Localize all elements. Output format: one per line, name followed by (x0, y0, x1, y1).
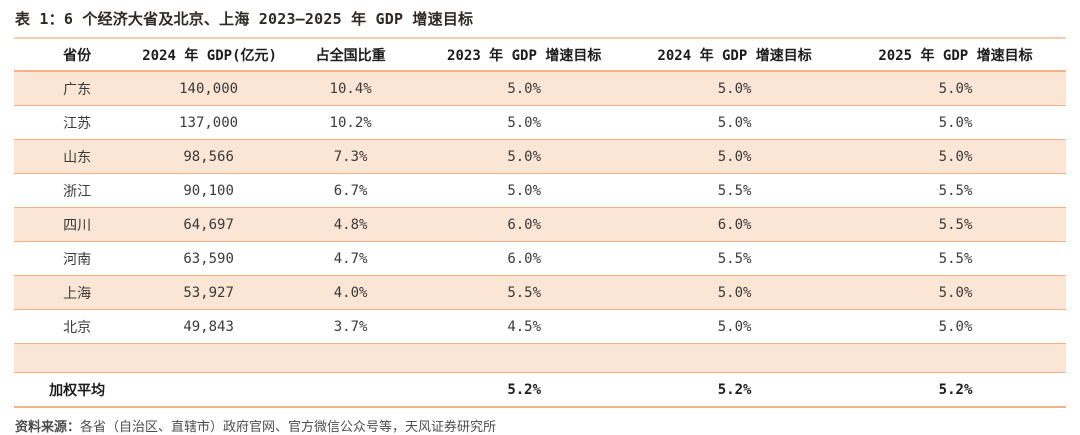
value-cell: 49,843 (140, 309, 277, 344)
value-cell: 5.0% (845, 139, 1066, 174)
value-cell: 4.8% (276, 207, 425, 242)
value-cell: 137,000 (140, 105, 277, 140)
column-header: 2025 年 GDP 增速目标 (845, 38, 1066, 72)
value-cell: 10.2% (276, 105, 425, 140)
gdp-table: 省份 2024 年 GDP(亿元) 占全国比重 2023 年 GDP 增速目标 2024… (14, 37, 1066, 408)
province-cell: 四川 (14, 207, 141, 242)
value-cell: 5.0% (845, 105, 1066, 140)
value-cell: 98,566 (140, 139, 277, 174)
value-cell: 6.0% (424, 207, 625, 242)
table-header: 省份 2024 年 GDP(亿元) 占全国比重 2023 年 GDP 增速目标 2024… (14, 38, 1066, 72)
table-row: 山东 98,566 7.3% 5.0% 5.0% 5.0% (14, 139, 1066, 174)
value-cell: 5.0% (624, 139, 846, 174)
spacer-row (14, 343, 1066, 373)
value-cell: 4.0% (276, 275, 425, 310)
value-cell: 63,590 (140, 241, 277, 276)
table-row: 河南 63,590 4.7% 6.0% 5.5% 5.5% (14, 241, 1066, 276)
value-cell: 5.0% (845, 309, 1066, 344)
value-cell: 5.0% (624, 275, 846, 310)
column-header: 2024 年 GDP 增速目标 (624, 38, 846, 72)
value-cell: 64,697 (140, 207, 277, 242)
source-label: 资料来源： (15, 420, 81, 435)
spacer-cell (14, 343, 1066, 373)
value-cell: 5.0% (424, 71, 625, 106)
value-cell: 3.7% (276, 309, 425, 344)
value-cell: 6.7% (276, 173, 425, 208)
source-text: 各省（自治区、直辖市）政府官网、官方微信公众号等，天风证券研究所 (80, 420, 497, 435)
value-cell: 140,000 (140, 71, 277, 106)
column-header: 2023 年 GDP 增速目标 (424, 38, 625, 72)
value-cell: 6.0% (624, 207, 846, 242)
value-cell: 10.4% (276, 71, 425, 106)
table-row: 四川 64,697 4.8% 6.0% 6.0% 5.5% (14, 207, 1066, 242)
table-row: 北京 49,843 3.7% 4.5% 5.0% 5.0% (14, 309, 1066, 344)
value-cell: 5.0% (845, 275, 1066, 310)
value-cell: 4.5% (424, 309, 625, 344)
header-row: 省份 2024 年 GDP(亿元) 占全国比重 2023 年 GDP 增速目标 2024… (14, 38, 1066, 72)
value-cell: 5.5% (845, 173, 1066, 208)
value-cell: 5.5% (624, 173, 846, 208)
value-cell: 5.0% (845, 71, 1066, 106)
value-cell: 5.0% (624, 71, 846, 106)
value-cell: 5.5% (624, 241, 846, 276)
value-cell: 5.0% (424, 139, 625, 174)
table-row: 上海 53,927 4.0% 5.5% 5.0% 5.0% (14, 275, 1066, 310)
province-cell: 河南 (14, 241, 141, 276)
value-cell: 5.5% (845, 241, 1066, 276)
province-cell: 山东 (14, 139, 141, 174)
table-row: 广东 140,000 10.4% 5.0% 5.0% 5.0% (14, 71, 1066, 106)
value-cell: 7.3% (276, 139, 425, 174)
value-cell: 5.0% (424, 173, 625, 208)
value-cell: 4.7% (276, 241, 425, 276)
province-cell: 广东 (14, 71, 141, 106)
value-cell: 90,100 (140, 173, 277, 208)
column-header: 省份 (14, 38, 141, 72)
province-cell: 江苏 (14, 105, 141, 140)
province-cell: 浙江 (14, 173, 141, 208)
value-cell: 6.0% (424, 241, 625, 276)
value-cell: 53,927 (140, 275, 277, 310)
source-note: 资料来源：各省（自治区、直辖市）政府官网、官方微信公众号等，天风证券研究所 (14, 408, 1066, 435)
table-body: 广东 140,000 10.4% 5.0% 5.0% 5.0% 江苏 137,000 10.2%… (14, 71, 1066, 408)
column-header: 占全国比重 (276, 38, 425, 72)
value-cell: 5.0% (424, 105, 625, 140)
value-cell: 5.5% (424, 275, 625, 310)
value-cell: 5.5% (845, 207, 1066, 242)
value-cell: 5.0% (624, 309, 846, 344)
province-cell: 北京 (14, 309, 141, 344)
province-cell: 上海 (14, 275, 141, 310)
column-header: 2024 年 GDP(亿元) (140, 38, 277, 72)
table-row: 江苏 137,000 10.2% 5.0% 5.0% 5.0% (14, 105, 1066, 140)
table-row: 浙江 90,100 6.7% 5.0% 5.5% 5.5% (14, 173, 1066, 208)
value-cell: 5.0% (624, 105, 846, 140)
table-title: 表 1：6 个经济大省及北京、上海 2023—2025 年 GDP 增速目标 (15, 10, 474, 28)
